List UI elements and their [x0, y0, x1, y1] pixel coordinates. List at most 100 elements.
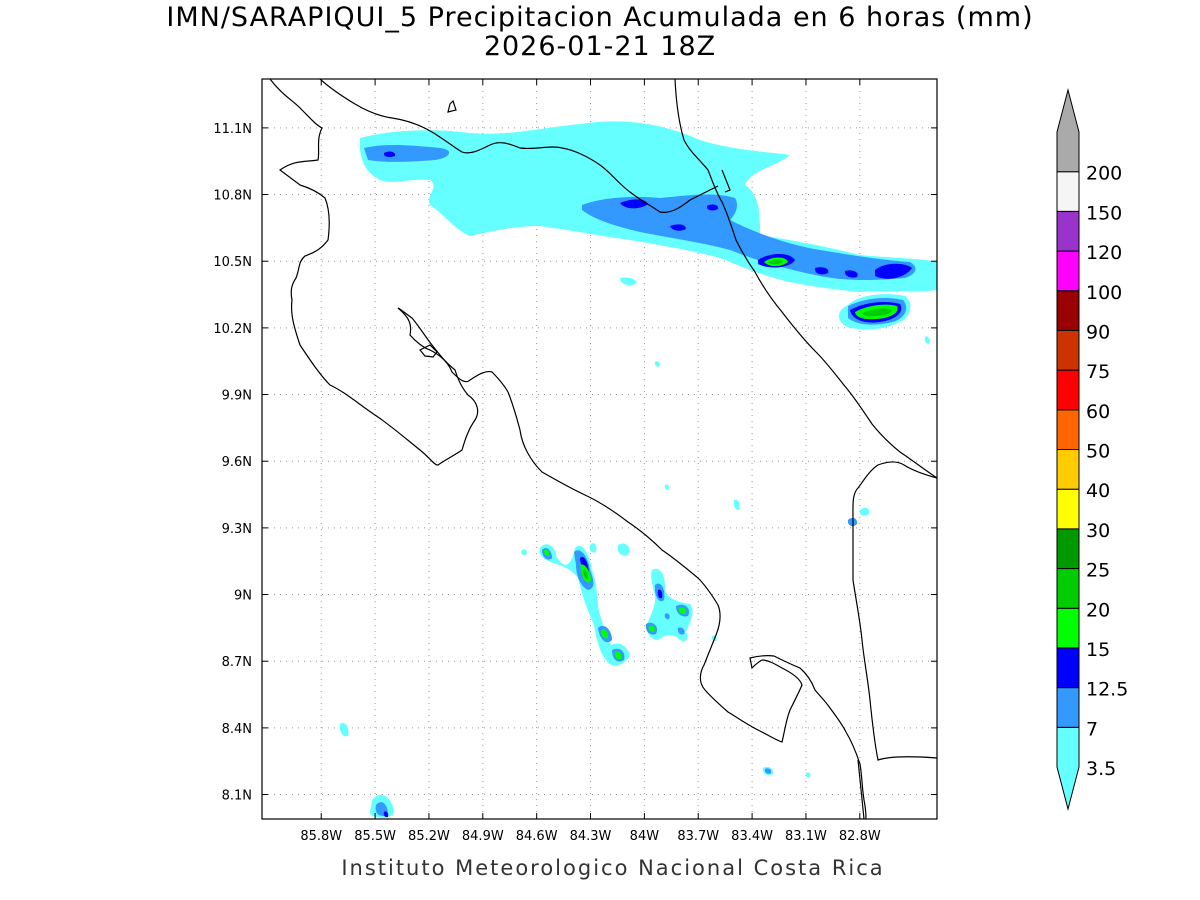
coast-inlet	[721, 169, 731, 193]
legend-swatch	[1056, 488, 1080, 530]
legend-swatch	[1056, 290, 1080, 331]
lat-tick-label: 10.2N	[213, 322, 252, 337]
precip-blob-cyan	[339, 722, 349, 737]
legend-label: 25	[1086, 560, 1110, 582]
lat-tick-label: 8.4N	[222, 722, 252, 737]
legend-label: 60	[1086, 401, 1110, 423]
lat-tick-label: 9.3N	[222, 522, 252, 537]
legend-label: 15	[1086, 639, 1110, 661]
lon-tick-label: 83.1W	[785, 829, 827, 844]
precip-blob-cyan	[664, 484, 669, 490]
legend-label: 150	[1086, 202, 1122, 224]
lon-tick-label: 83.7W	[677, 829, 719, 844]
precip-blob-cyan	[805, 772, 811, 778]
precip-cell-15	[648, 625, 655, 632]
panama-border	[852, 461, 937, 580]
legend-swatch	[1056, 250, 1080, 292]
nicoya-gulf-island	[419, 344, 438, 358]
lon-tick-label: 82.8W	[839, 829, 881, 844]
precip-blob-cyan	[859, 507, 870, 516]
lon-tick-label: 83.4W	[731, 829, 773, 844]
lat-tick-label: 8.1N	[222, 789, 252, 804]
legend-swatch	[1056, 528, 1080, 570]
legend-swatch	[1056, 171, 1080, 212]
precip-cell-15	[614, 651, 622, 660]
lon-tick-label: 85.5W	[354, 829, 396, 844]
lon-tick-label: 84.3W	[570, 829, 612, 844]
legend-swatch	[1056, 607, 1080, 649]
precip-cell-12.5	[814, 267, 829, 275]
legend-label: 40	[1086, 480, 1110, 502]
lat-tick-label: 9.6N	[222, 455, 252, 470]
precip-cell-20	[862, 308, 892, 317]
legend-swatch	[1056, 449, 1080, 490]
legend-label: 30	[1086, 520, 1110, 542]
precip-blob-cyan	[733, 499, 740, 510]
color-legend: 3.5 7 12.5 15 20 25 30 40 50 60 75 90 100 120 150 200	[1056, 88, 1128, 811]
coastline	[269, 79, 937, 819]
precip-cell-15	[544, 549, 550, 557]
precip-cell-12.5	[844, 270, 858, 278]
precip-cell-12.5	[383, 811, 389, 818]
precip-cell-12.5	[706, 204, 719, 211]
precip-band-north-7	[364, 144, 450, 162]
lon-tick-label: 85.2W	[408, 829, 450, 844]
nicoya-peninsula	[397, 307, 867, 819]
precip-cell-20	[583, 569, 588, 580]
lon-tick-label: 85.8W	[300, 829, 342, 844]
legend-label: 120	[1086, 242, 1122, 264]
legend-swatch	[1056, 210, 1080, 252]
legend-label: 100	[1086, 282, 1122, 304]
precip-blob-cyan	[924, 336, 931, 344]
legend-label: 7	[1086, 718, 1098, 740]
legend-swatch	[1056, 647, 1080, 689]
map-axes: 85.8W 85.5W 85.2W 84.9W 84.6W 84.3W 84W 83.7W 83…	[213, 79, 937, 844]
precip-cluster-south-3.5	[617, 543, 630, 556]
legend-swatch	[1056, 568, 1080, 609]
nicaragua-coast	[269, 79, 479, 466]
legend-label: 12.5	[1086, 679, 1128, 701]
precip-blob-cyan	[654, 361, 660, 367]
lon-tick-label: 84.6W	[516, 829, 558, 844]
lake-shore	[447, 99, 457, 113]
lon-tick-label: 84W	[630, 829, 660, 844]
legend-label: 75	[1086, 361, 1110, 383]
precip-blob-cyan	[620, 277, 637, 286]
legend-label: 3.5	[1086, 758, 1116, 780]
map-subtitle-date: 2026-01-21 18Z	[483, 31, 717, 62]
lat-tick-label: 9N	[234, 589, 252, 604]
map-title: IMN/SARAPIQUI_5 Precipitacion Acumulada …	[166, 2, 1034, 33]
precip-cell-12.5	[383, 151, 396, 157]
panama-pacific-coast	[852, 579, 937, 761]
precip-blob-blue	[764, 768, 772, 774]
legend-label: 50	[1086, 441, 1110, 463]
legend-label: 20	[1086, 599, 1110, 621]
lat-tick-label: 8.7N	[222, 655, 252, 670]
legend-swatch	[1056, 329, 1080, 371]
precip-cell-15	[678, 607, 687, 615]
lat-tick-label: 11.1N	[213, 122, 252, 137]
precip-cell-20	[768, 259, 783, 265]
lat-tick-label: 10.8N	[213, 189, 252, 204]
precip-cell-12.5	[670, 224, 686, 231]
legend-label: 200	[1086, 163, 1122, 185]
legend-swatch-highest	[1056, 88, 1080, 173]
legend-swatch	[1056, 409, 1080, 450]
precip-cluster-south-7	[677, 627, 685, 635]
precip-band-north-7	[582, 194, 916, 280]
lat-tick-label: 10.5N	[213, 255, 252, 270]
precip-cell-12.5	[657, 589, 663, 599]
lat-tick-label: 9.9N	[222, 389, 252, 404]
legend-swatch-lowest	[1056, 726, 1080, 811]
burica-peninsula	[857, 759, 865, 819]
credit-text: Instituto Meteorologico Nacional Costa R…	[341, 856, 885, 880]
lon-tick-label: 84.9W	[462, 829, 504, 844]
lake-shore	[319, 79, 719, 213]
legend-swatch	[1056, 687, 1080, 728]
precip-blob-cyan	[589, 543, 597, 553]
precip-cell-12.5	[620, 199, 648, 209]
precip-cell-15	[601, 629, 609, 639]
precipitation-field	[339, 121, 937, 818]
precip-cell-12.5	[875, 263, 912, 279]
